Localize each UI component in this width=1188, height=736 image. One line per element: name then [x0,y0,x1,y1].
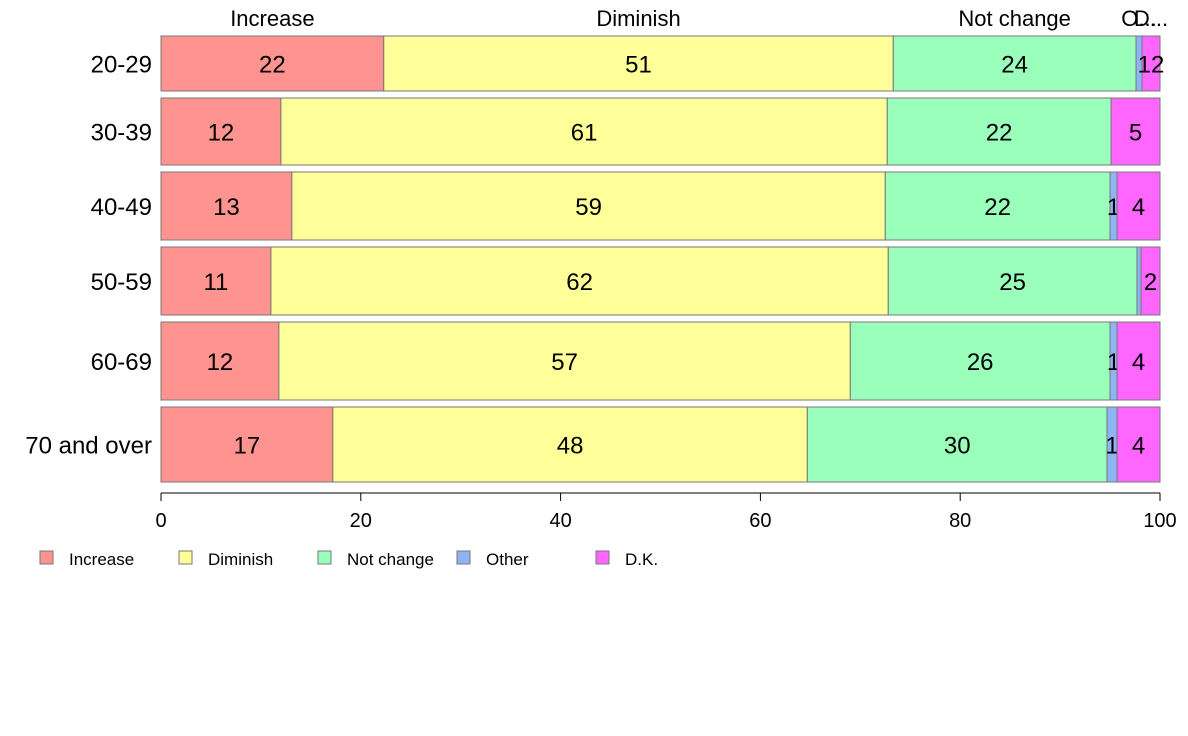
value-label-70-and-over-diminish: 48 [557,433,584,460]
value-label-40-49-d-k: 4 [1132,194,1145,221]
bar-60-69-not-change [849,321,1111,401]
x-tick-label-60: 60 [749,510,771,532]
bar-70-and-over-increase [160,406,334,483]
legend-swatch-not-change [317,550,332,565]
value-label-50-59-diminish: 62 [566,269,593,296]
value-label-30-39-not-change: 22 [986,120,1013,147]
x-axis: 0 20 40 60 80 100 [155,492,1177,532]
top-labels: Increase Diminish Not change O...D... [230,6,1168,31]
value-label-20-29-not-change: 24 [1001,52,1028,79]
value-label-30-39-increase: 12 [208,120,235,147]
value-label-60-69-not-change: 26 [967,349,994,376]
bar-50-59-other [1136,246,1142,316]
x-tick-label-20: 20 [350,510,372,532]
value-label-20-29-increase: 22 [259,52,286,79]
value-label-70-and-over-d-k: 4 [1132,433,1145,460]
bar-40-49-not-change [884,171,1111,241]
legend-label-other: Other [486,550,529,569]
x-tick-label-80: 80 [949,510,971,532]
value-label-40-49-diminish: 59 [575,194,602,221]
legend-swatch-d-k [595,550,610,565]
top-label-increase: Increase [230,6,314,31]
bar-70-and-over-d-k [1116,406,1161,483]
bar-40-49-d-k [1116,171,1161,241]
bar-70-and-over-not-change [806,406,1108,483]
bar-40-49-diminish [291,171,886,241]
top-label-d-k: D... [1134,6,1168,31]
category-label-20-29: 20-29 [91,52,152,79]
category-label-70-and-over: 70 and over [25,433,152,460]
value-label-30-39-diminish: 61 [571,120,598,147]
bar-50-59-diminish [270,246,889,316]
value-label-20-29-diminish: 51 [625,52,652,79]
bar-50-59-not-change [887,246,1138,316]
bar-60-69-increase [160,321,280,401]
category-label-40-49: 40-49 [91,194,152,221]
bar-20-29-increase [160,35,385,92]
bar-20-29-diminish [383,35,894,92]
category-label-50-59: 50-59 [91,269,152,296]
legend-swatch-diminish [178,550,193,565]
bar-60-69-diminish [278,321,851,401]
bar-30-39-diminish [280,97,888,166]
x-tick-label-40: 40 [549,510,571,532]
bar-50-59-d-k [1140,246,1161,316]
category-labels: 20-29 30-39 40-49 50-59 60-69 70 and over [25,52,152,460]
top-label-other: O... [1121,6,1156,31]
value-label-70-and-over-other: 1 [1105,433,1118,460]
category-label-60-69: 60-69 [91,349,152,376]
x-tick-label-0: 0 [155,510,166,532]
value-label-60-69-d-k: 4 [1132,349,1145,376]
value-label-40-49-not-change: 22 [984,194,1011,221]
category-label-30-39: 30-39 [91,120,152,147]
bar-30-39-d-k [1110,97,1161,166]
bar-60-69-d-k [1116,321,1161,401]
top-label-not-change: Not change [958,6,1071,31]
legend-swatch-increase [39,550,54,565]
value-label-70-and-over-increase: 17 [234,433,261,460]
legend: Increase Diminish Not change Other D.K. [39,550,658,569]
legend-label-d-k: D.K. [625,550,658,569]
bar-20-29-d-k [1141,35,1161,92]
bar-20-29-not-change [892,35,1137,92]
top-label-diminish: Diminish [596,6,680,31]
value-label-50-59-increase: 11 [203,269,228,296]
legend-label-diminish: Diminish [208,550,273,569]
value-label-70-and-over-not-change: 30 [944,433,971,460]
value-label-20-29-d-k: 12 [1138,52,1165,79]
value-label-50-59-not-change: 25 [999,269,1026,296]
value-label-40-49-increase: 13 [213,194,240,221]
legend-label-not-change: Not change [347,550,434,569]
value-label-60-69-increase: 12 [207,349,234,376]
value-label-60-69-diminish: 57 [551,349,578,376]
x-tick-label-100: 100 [1143,510,1176,532]
value-label-30-39-d-k: 5 [1129,120,1142,147]
bar-30-39-not-change [886,97,1112,166]
bar-40-49-increase [160,171,293,241]
bar-50-59-increase [160,246,272,316]
legend-swatch-other [456,550,471,565]
value-label-50-59-d-k: 2 [1144,269,1157,296]
bar-30-39-increase [160,97,282,166]
legend-label-increase: Increase [69,550,134,569]
